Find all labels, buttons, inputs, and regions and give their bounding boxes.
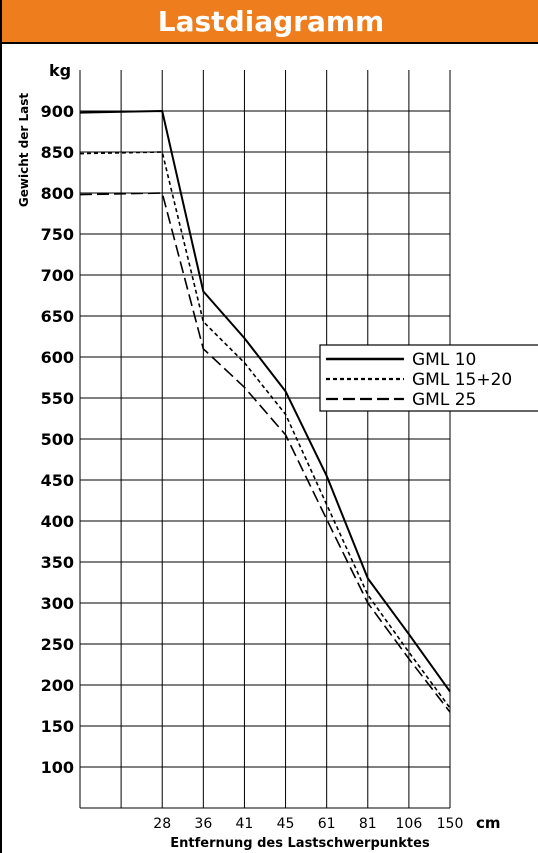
y-tick-label: 150 [41,717,74,736]
chart-title: Lastdiagramm [157,4,385,38]
x-tick-label: 150 [437,816,464,832]
legend-box [319,344,538,412]
y-tick-label: 350 [41,553,74,572]
y-tick-label: 850 [41,143,74,162]
y-tick-label: 650 [41,307,74,326]
y-tick-label: 300 [41,594,74,613]
y-tick-label: 250 [41,635,74,654]
series-line-3 [79,192,451,713]
y-tick-label: 500 [41,430,74,449]
x-tick-label: 45 [277,816,295,832]
legend-label: GML 25 [412,390,476,410]
x-tick-label: 28 [153,816,171,832]
y-tick-label: 900 [41,102,74,121]
x-tick-label: 61 [318,816,336,832]
x-axis-title: Entfernung des Lastschwerpunktes [170,836,430,851]
y-axis-title: Gewicht der Last [17,93,31,207]
x-tick-label: 106 [396,816,423,832]
y-tick-label: 800 [41,184,74,203]
y-tick-label: 400 [41,512,74,531]
x-tick-label: 81 [359,816,377,832]
series-line-2 [79,151,451,709]
y-tick-label: 100 [41,758,74,777]
series-line-1 [79,110,451,693]
y-tick-label: 200 [41,676,74,695]
y-tick-label: 700 [41,266,74,285]
y-tick-label: 550 [41,389,74,408]
y-tick-label: 750 [41,225,74,244]
title-banner: Lastdiagramm [2,0,538,44]
y-tick-label: 600 [41,348,74,367]
legend-label: GML 15+20 [412,370,512,390]
y-unit-label: kg [49,61,71,80]
legend-label: GML 10 [412,350,476,370]
y-tick-label: 450 [41,471,74,490]
x-tick-label: 41 [236,816,254,832]
x-tick-label: 36 [194,816,212,832]
x-unit-label: cm [476,814,501,832]
